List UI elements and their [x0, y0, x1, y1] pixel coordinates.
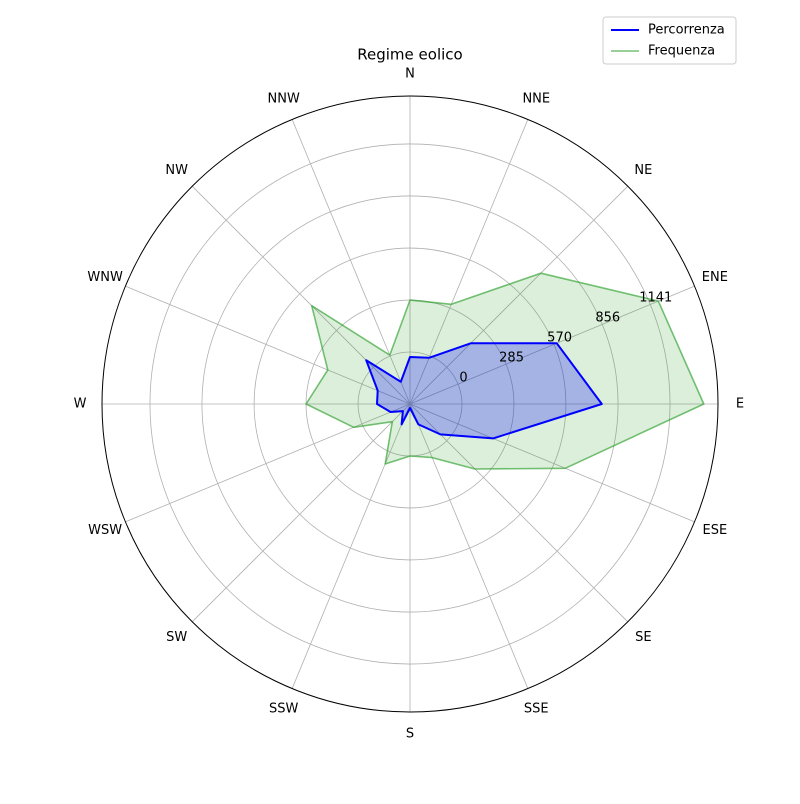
r-tick-label: 0: [459, 370, 467, 385]
angle-label: SE: [635, 630, 651, 645]
angle-label: S: [406, 727, 414, 742]
grid-circle: [253, 247, 567, 561]
angle-label: SSW: [269, 701, 299, 716]
r-tick-label: 1141: [639, 291, 672, 306]
r-tick-label: 285: [499, 350, 524, 365]
grid-circle: [149, 143, 671, 665]
angle-label: ESE: [703, 523, 728, 538]
spoke: [291, 119, 411, 405]
angle-label: SW: [166, 630, 187, 645]
spoke: [191, 403, 411, 623]
angle-label: W: [74, 397, 87, 412]
spoke: [125, 403, 411, 523]
angle-label: WSW: [88, 523, 122, 538]
angle-label: NNE: [522, 92, 550, 107]
spoke: [409, 185, 629, 405]
series-line: [305, 272, 705, 470]
series-line: [365, 342, 603, 440]
angle-label: NNW: [268, 92, 300, 107]
legend-box: [602, 16, 737, 65]
angle-label: SSE: [524, 701, 549, 716]
series-area: [366, 343, 602, 439]
spoke: [291, 403, 411, 689]
r-tick-label: 570: [547, 331, 572, 346]
outer-circle: [101, 95, 719, 713]
spoke: [409, 403, 529, 689]
angle-label: N: [405, 67, 415, 82]
legend-label: Percorrenza: [648, 23, 725, 38]
r-tick-label: 856: [595, 311, 620, 326]
grid-circle: [201, 195, 619, 613]
angle-label: WNW: [87, 270, 123, 285]
legend: Percorrenza Frequenza: [602, 16, 737, 65]
spoke: [191, 185, 411, 405]
legend-label: Frequenza: [648, 44, 715, 59]
spoke: [409, 403, 629, 623]
spoke: [409, 403, 695, 523]
series-area: [306, 273, 704, 469]
angle-label: NW: [165, 163, 188, 178]
angle-label: NE: [634, 163, 652, 178]
spoke: [125, 285, 411, 405]
chart-title: Regime eolico: [357, 46, 462, 64]
spoke: [409, 285, 695, 405]
angle-label: ENE: [702, 270, 728, 285]
angle-label: E: [736, 397, 744, 412]
